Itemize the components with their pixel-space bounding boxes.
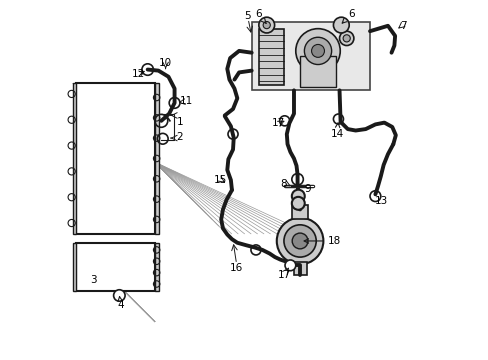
Circle shape <box>291 197 304 210</box>
Text: 8: 8 <box>280 179 286 189</box>
Bar <box>155 243 159 291</box>
Text: 4: 4 <box>117 297 124 310</box>
Bar <box>258 30 284 85</box>
Text: 17: 17 <box>271 118 285 128</box>
Text: 5: 5 <box>244 11 250 21</box>
Text: 15: 15 <box>213 175 226 185</box>
Text: 6: 6 <box>254 9 265 23</box>
Circle shape <box>339 31 353 45</box>
Text: 3: 3 <box>90 275 96 285</box>
Bar <box>251 22 369 90</box>
Bar <box>77 244 153 290</box>
Bar <box>293 262 306 275</box>
Circle shape <box>113 290 125 301</box>
Bar <box>292 205 307 220</box>
Text: 14: 14 <box>330 123 343 139</box>
Text: 10: 10 <box>159 58 172 68</box>
Bar <box>76 83 155 234</box>
Bar <box>73 243 76 291</box>
Circle shape <box>263 22 270 29</box>
Circle shape <box>292 233 307 249</box>
Circle shape <box>343 35 349 42</box>
Circle shape <box>333 17 348 33</box>
Circle shape <box>295 29 340 73</box>
Bar <box>300 56 335 87</box>
Text: 13: 13 <box>374 196 387 206</box>
Circle shape <box>291 190 304 203</box>
Circle shape <box>276 218 323 264</box>
Text: 17: 17 <box>277 270 290 280</box>
Text: 11: 11 <box>180 96 193 106</box>
Circle shape <box>311 44 324 57</box>
Text: 7: 7 <box>399 21 406 31</box>
Text: 9: 9 <box>304 184 310 194</box>
Circle shape <box>284 225 316 257</box>
Circle shape <box>304 37 331 64</box>
Bar <box>77 84 153 233</box>
Text: 1: 1 <box>176 117 183 127</box>
Text: 12: 12 <box>132 69 145 79</box>
Bar <box>76 243 155 291</box>
Circle shape <box>285 260 295 271</box>
Bar <box>155 83 159 234</box>
Text: 6: 6 <box>342 9 354 23</box>
Text: 2: 2 <box>176 132 183 142</box>
Text: 18: 18 <box>304 236 341 246</box>
Circle shape <box>258 17 274 33</box>
Bar <box>73 83 76 234</box>
Text: 16: 16 <box>229 263 243 273</box>
